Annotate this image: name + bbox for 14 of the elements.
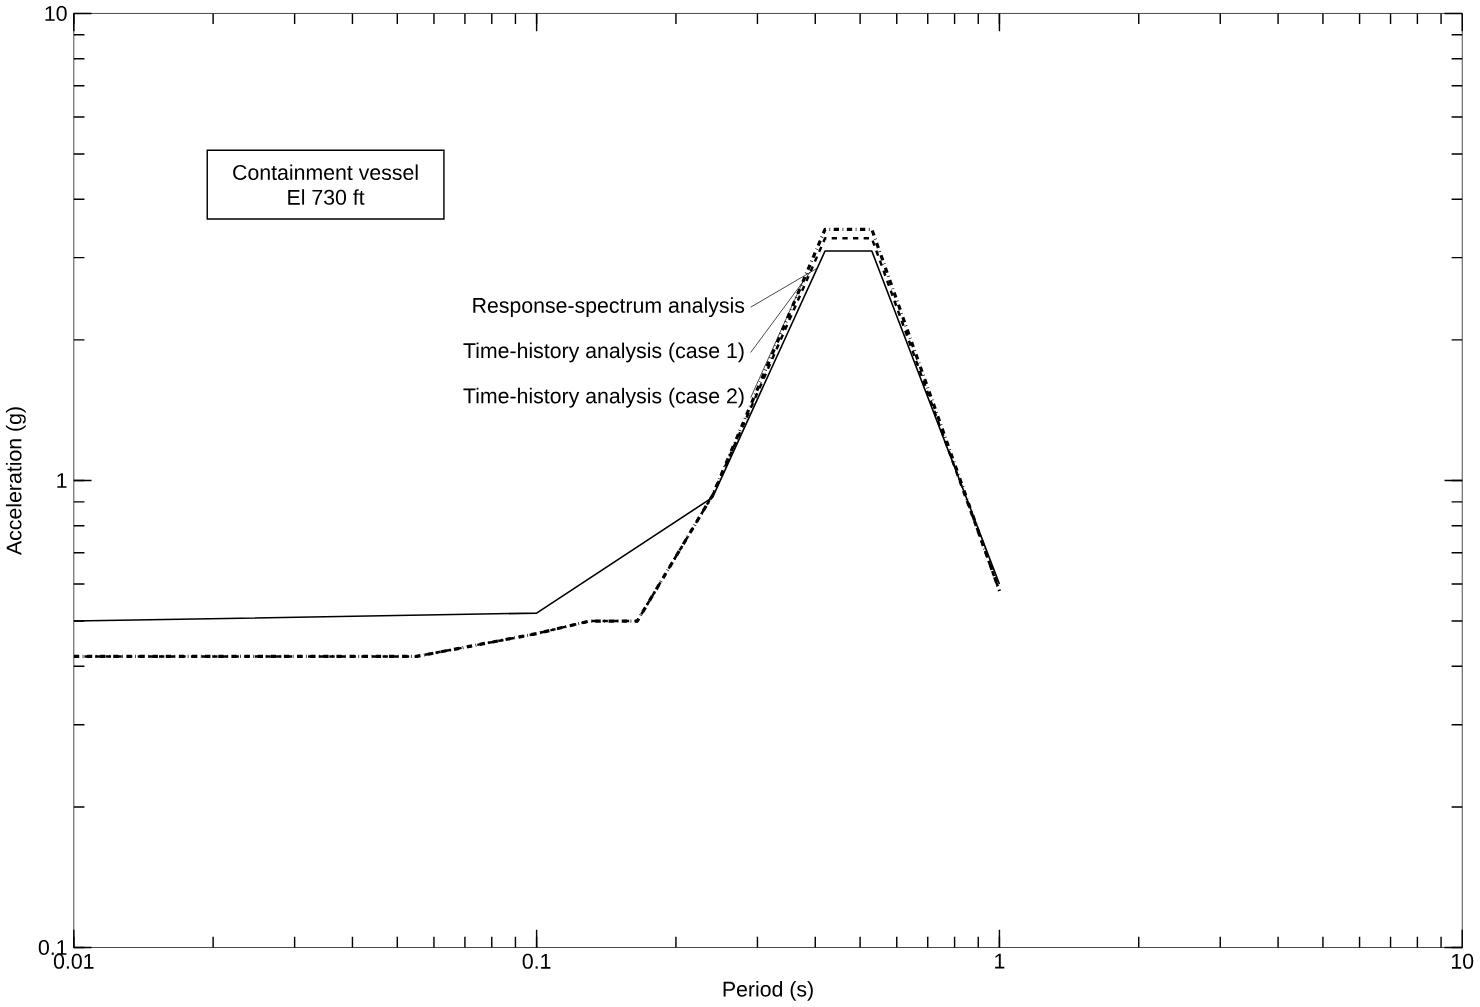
annotation: Containment vessel bbox=[233, 164, 418, 181]
text: Response-spectrum analysis bbox=[473, 297, 745, 318]
y-tick-label: 0.1 bbox=[38, 940, 67, 956]
y-axis-title: Acceleration (g) bbox=[5, 407, 26, 556]
x-tick-label: 1 bbox=[995, 953, 1005, 969]
x-tick-label: 0.01 bbox=[53, 953, 94, 969]
y-tick-label: 10 bbox=[45, 6, 67, 22]
x-axis-title: Period (s) bbox=[723, 981, 813, 1001]
annotation: El 730 ft bbox=[288, 189, 365, 205]
x-tick-label: 0.1 bbox=[522, 953, 551, 969]
series-label: Time-history analysis (case 2) bbox=[463, 387, 744, 408]
series-label: Time-history analysis (case 1) bbox=[463, 342, 744, 363]
y-tick-label: 1 bbox=[57, 473, 67, 488]
x-tick-label: 10 bbox=[1452, 953, 1474, 969]
